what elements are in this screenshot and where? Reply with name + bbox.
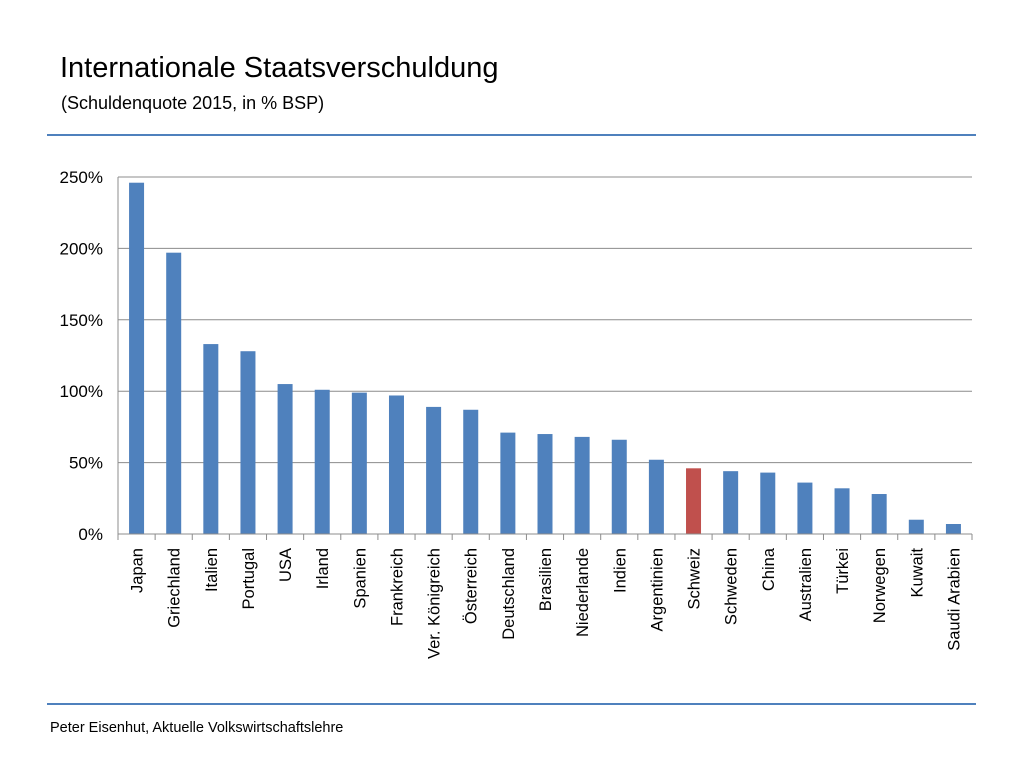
y-tick-label: 150% — [60, 311, 103, 330]
bar — [537, 434, 553, 534]
x-tick-label: Griechland — [166, 548, 184, 628]
x-tick-label: Portugal — [240, 548, 258, 609]
bar — [388, 395, 404, 534]
bar — [463, 409, 479, 534]
y-tick-label: 200% — [60, 239, 103, 258]
chart-subtitle: (Schuldenquote 2015, in % BSP) — [61, 93, 325, 113]
bar — [908, 519, 924, 534]
x-tick-label: Japan — [129, 548, 147, 593]
bar — [351, 392, 367, 534]
x-tick-label: USA — [277, 548, 295, 582]
x-tick-label: Schweiz — [686, 548, 704, 609]
x-tick-label: Spanien — [351, 548, 369, 609]
x-tick-label: Brasilien — [537, 548, 555, 611]
bar — [686, 468, 702, 534]
x-tick-label: Kuwait — [908, 548, 926, 598]
bar — [203, 344, 219, 534]
bar — [834, 488, 850, 534]
bar-chart: 0% 50% 100% 150% 200% 250% Japan Griechland Ital… — [60, 168, 973, 659]
bar — [723, 471, 739, 534]
bar — [314, 389, 330, 534]
x-tick-label: Indien — [611, 548, 629, 593]
y-tick-label: 50% — [69, 454, 103, 473]
bar — [760, 472, 776, 534]
bar — [648, 459, 664, 534]
bar — [611, 439, 627, 534]
y-tick-label: 250% — [60, 168, 103, 187]
bar — [500, 432, 516, 534]
bar — [129, 182, 145, 534]
x-tick-label: Österreich — [463, 548, 481, 624]
x-tick-label: Italien — [203, 548, 221, 592]
x-tick-label: Australien — [797, 548, 815, 621]
bar — [166, 252, 182, 534]
top-divider — [47, 134, 976, 136]
chart-title: Internationale Staatsverschuldung — [60, 52, 499, 84]
x-tick-label: Norwegen — [871, 548, 889, 623]
bar — [426, 406, 442, 534]
bar — [797, 482, 813, 534]
x-tick-label: Ver. Königreich — [426, 548, 444, 659]
x-tick-label: Argentinien — [648, 548, 666, 631]
x-tick-label: Deutschland — [500, 548, 518, 640]
bar — [574, 436, 590, 534]
bottom-divider — [47, 703, 976, 705]
bar — [240, 351, 256, 534]
x-tick-label: Saudi Arabien — [945, 548, 963, 651]
x-tick-label: China — [760, 547, 778, 591]
bar — [871, 494, 887, 534]
y-tick-label: 0% — [78, 525, 103, 544]
x-tick-label: Irland — [314, 548, 332, 589]
x-tick-label: Türkei — [834, 548, 852, 594]
x-tick-label: Frankreich — [388, 548, 406, 626]
bar — [277, 384, 293, 534]
bar — [945, 524, 961, 534]
x-tick-label: Schweden — [723, 548, 741, 625]
y-tick-label: 100% — [60, 382, 103, 401]
x-tick-label: Niederlande — [574, 548, 592, 637]
footer-citation: Peter Eisenhut, Aktuelle Volkswirtschaft… — [50, 720, 344, 736]
